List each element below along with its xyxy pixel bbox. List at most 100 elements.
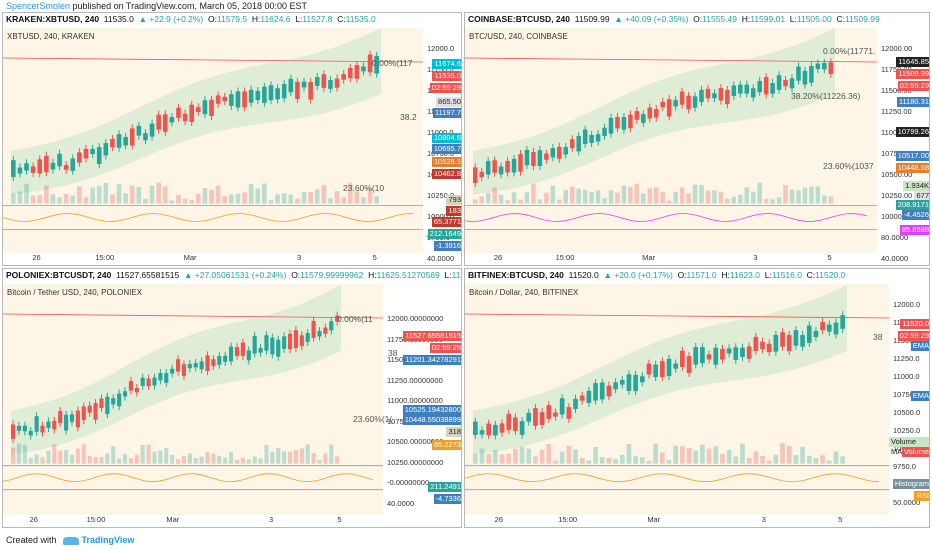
volume-bar — [569, 186, 575, 204]
volume-bar — [828, 196, 834, 204]
price-tag: 11527.65581515 — [403, 331, 461, 341]
volume-bar — [58, 450, 63, 464]
volume-bar — [537, 199, 543, 204]
footer: Created with TradingView — [0, 530, 932, 550]
price-tick-label: 10500.00 — [881, 170, 913, 179]
candle-body — [766, 343, 772, 353]
chart-panel-kraken[interactable]: KRAKEN:XBTUSD, 240 11535.0 ▲ +22.9 (+0.2… — [2, 12, 462, 266]
author-link[interactable]: SpencerSmolen — [6, 1, 71, 11]
candle-body — [134, 387, 139, 393]
volume-bar — [170, 455, 175, 464]
price-tag: 11180.31 — [896, 97, 929, 107]
volume-bar — [69, 454, 75, 464]
volume-bar — [563, 189, 569, 204]
volume-bar — [264, 444, 269, 464]
candle-body — [647, 107, 653, 119]
candle-body — [712, 93, 717, 99]
candle-body — [763, 77, 769, 95]
volume-bar — [22, 444, 27, 464]
time-axis[interactable]: 26 15:00 Mar 3 5 — [465, 515, 889, 527]
candle-body — [288, 78, 294, 93]
price-tag: -1.3916 — [433, 241, 461, 251]
time-axis[interactable]: 26 15:00 Mar 3 5 — [3, 515, 383, 527]
candle-body — [105, 396, 110, 415]
chart-panel-poloniex[interactable]: POLONIEX:BTCUSDT, 240 11527.65581515 ▲ +… — [2, 268, 462, 528]
price-axis[interactable]: 12000.0000000011750.0000000011500.000000… — [383, 284, 461, 515]
candle-body — [90, 148, 95, 154]
candle-body — [140, 377, 145, 386]
candle-body — [152, 377, 157, 386]
volume-bar — [270, 451, 275, 464]
plot-area[interactable]: BTC/USD, 240, COINBASE 0.00%(11771. 38.2… — [465, 28, 877, 253]
plot-area[interactable]: Bitcoin / Tether USD, 240, POLONIEX 0.00… — [3, 284, 397, 515]
volume-bar — [129, 185, 135, 204]
time-axis[interactable]: 26 15:00 Mar 3 5 — [465, 253, 877, 265]
price-tag: 10462.8 — [431, 169, 461, 179]
volume-bar — [608, 190, 614, 204]
candle-body — [37, 159, 43, 174]
chart-panel-coinbase[interactable]: COINBASE:BTCUSD, 240 11509.99 ▲ +40.09 (… — [464, 12, 930, 266]
candle-body — [268, 85, 274, 101]
volume-bar — [492, 187, 497, 204]
fib-line — [465, 313, 889, 319]
candle-body — [146, 378, 151, 387]
volume-bar — [666, 200, 672, 204]
volume-bar — [757, 182, 762, 204]
plot-area[interactable]: Bitcoin / Dollar, 240, BITFINEX 38 — [465, 284, 889, 515]
volume-bar — [96, 185, 102, 204]
volume-bar — [374, 196, 380, 204]
price-tag: 85.8588 — [899, 225, 929, 235]
price-tag: 11201.34278291 — [403, 355, 461, 365]
price-tick-label: 12000.00 — [881, 44, 913, 53]
candle-body — [156, 114, 161, 130]
candle-body — [129, 128, 135, 146]
volume-bar — [301, 191, 307, 204]
candle-body — [770, 83, 775, 94]
fib-level-0: 0.00%(11771. — [823, 46, 876, 56]
candle-body — [202, 100, 208, 115]
candle-body — [654, 109, 659, 118]
candle-body — [46, 421, 51, 429]
price-tag: 10695.7 — [431, 144, 461, 154]
volume-bar — [533, 456, 538, 464]
volume-bar — [44, 185, 49, 204]
plot-area[interactable]: XBTUSD, 240, KRAKEN 0.00%(117 38.2 23.60… — [3, 28, 423, 253]
candle-body — [639, 376, 645, 383]
candle-body — [492, 160, 497, 173]
symbol-header: BITFINEX:BTCUSD, 240 11520.0 ▲ +20.0 (+0… — [468, 270, 846, 280]
chart-panel-bitfinex[interactable]: BITFINEX:BTCUSD, 240 11520.0 ▲ +20.0 (+0… — [464, 268, 930, 528]
volume-bar — [546, 443, 552, 464]
volume-bar — [211, 453, 216, 464]
volume-bar — [134, 454, 139, 464]
volume-bar — [726, 449, 732, 464]
volume-bar — [733, 456, 739, 464]
tradingview-link[interactable]: TradingView — [81, 535, 135, 545]
candle-body — [546, 405, 552, 419]
time-tick-label: 26 — [494, 515, 504, 524]
volume-bar — [90, 187, 95, 204]
volume-bar — [305, 444, 310, 464]
time-axis[interactable]: 26 15:00 Mar 3 5 — [3, 253, 423, 265]
volume-bar — [705, 190, 711, 204]
price-tick-label: 11750.0 — [427, 65, 454, 74]
candle-body — [347, 67, 353, 79]
volume-bar — [258, 458, 263, 464]
volume-bar — [750, 191, 756, 204]
price-axis[interactable]: 12000.0011750.0011500.0011250.0011000.00… — [877, 28, 929, 263]
price-tick-label: 10500.00000000 — [387, 437, 444, 446]
candle-body — [526, 412, 532, 422]
price-axis[interactable]: 12000.011750.011500.011250.011000.010750… — [423, 28, 461, 263]
price-axis[interactable]: 12000.011750.011500.011250.011000.010750… — [889, 284, 929, 515]
volume-bar — [646, 460, 652, 464]
candle-body — [44, 155, 49, 173]
volume-bar — [531, 183, 536, 204]
candle-body — [311, 320, 316, 338]
candle-body — [506, 413, 512, 430]
volume-bar — [499, 454, 505, 464]
volume-bar — [70, 195, 76, 204]
candle-body — [50, 162, 56, 170]
volume-bar — [626, 443, 632, 464]
price-tick-label: 40.0000 — [427, 254, 455, 263]
candle-body — [582, 129, 588, 144]
price-tick-label: 40.0000 — [881, 254, 909, 263]
